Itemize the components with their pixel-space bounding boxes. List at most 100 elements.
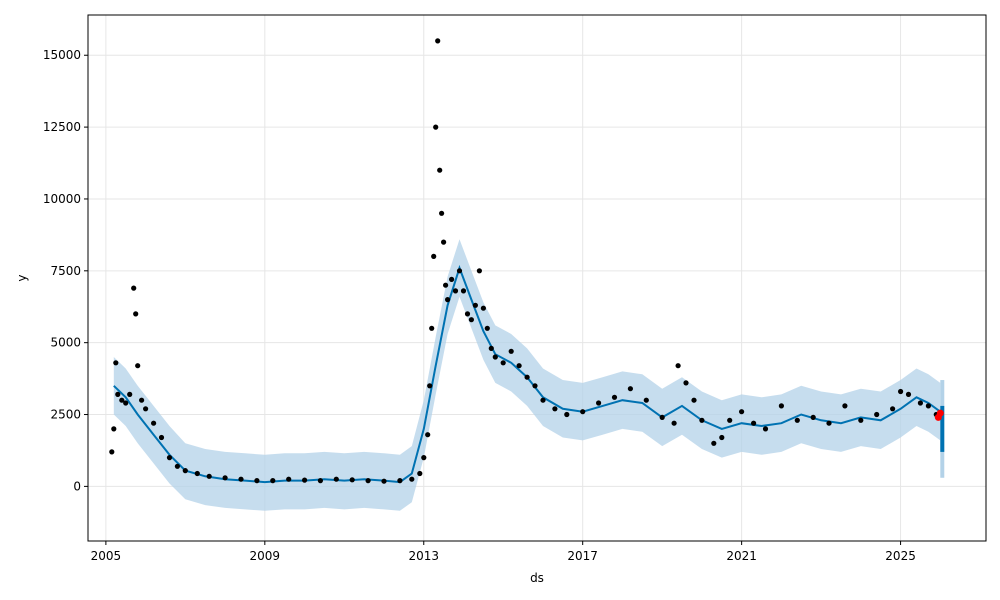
observed-point — [532, 383, 538, 389]
observed-point — [456, 268, 463, 274]
observed-point — [492, 354, 498, 360]
plot-frame — [87, 14, 987, 542]
observed-point — [151, 420, 157, 426]
observed-point — [699, 417, 705, 423]
observed-point — [115, 391, 121, 397]
observed-point — [484, 325, 490, 331]
observed-point — [443, 282, 449, 288]
x-axis-label: ds — [530, 571, 544, 585]
observed-point — [349, 477, 355, 483]
observed-point — [500, 360, 506, 366]
observed-point — [449, 276, 455, 282]
observed-point — [464, 311, 471, 317]
observed-point — [580, 409, 586, 415]
observed-point — [439, 210, 445, 216]
observed-point — [113, 360, 119, 366]
observed-point — [206, 473, 212, 479]
observed-point — [433, 124, 439, 130]
observed-point — [516, 363, 522, 369]
observed-point — [158, 434, 165, 441]
observed-point — [564, 411, 570, 418]
observed-point — [254, 478, 260, 484]
forecast-extension-bar — [940, 405, 945, 452]
observed-point — [135, 363, 141, 369]
observed-point — [675, 363, 681, 369]
observed-point — [427, 383, 433, 389]
observed-point — [524, 374, 530, 380]
y-tick-label: 10000 — [43, 192, 81, 206]
observed-point — [611, 394, 618, 400]
x-tick-label: 2013 — [408, 549, 439, 563]
observed-point — [727, 417, 733, 423]
y-tick-label: 7500 — [50, 264, 81, 278]
observed-point — [858, 417, 864, 423]
forecast-line — [113, 264, 941, 484]
observed-point — [127, 391, 133, 397]
observed-point — [435, 38, 441, 44]
observed-point — [302, 477, 308, 483]
observed-point — [643, 397, 649, 403]
observed-point — [111, 426, 117, 432]
observed-point — [488, 345, 494, 351]
observed-point — [109, 449, 115, 455]
observed-point — [552, 406, 558, 412]
x-tick-label: 2009 — [250, 549, 281, 563]
observed-point — [917, 400, 924, 406]
observed-point — [476, 268, 482, 274]
observed-point — [762, 426, 769, 432]
observed-point — [431, 253, 437, 259]
observed-point — [468, 317, 474, 323]
observed-point — [222, 475, 228, 481]
observed-point — [421, 455, 427, 461]
observed-point — [333, 476, 339, 482]
forecast-yhat-line — [113, 264, 941, 484]
observed-point — [441, 239, 447, 245]
observed-point — [540, 397, 546, 403]
y-tick-label: 0 — [73, 479, 81, 493]
observed-points — [109, 38, 939, 484]
observed-point — [143, 406, 149, 412]
observed-point — [397, 478, 403, 484]
observed-point — [826, 420, 832, 426]
observed-point — [683, 380, 689, 386]
observed-point — [174, 463, 180, 469]
y-axis-label: y — [15, 274, 29, 281]
observed-point — [182, 468, 188, 474]
observed-point — [460, 288, 467, 294]
observed-point — [925, 403, 932, 409]
highlight-point — [936, 409, 944, 417]
observed-point — [480, 305, 486, 311]
observed-point — [194, 470, 200, 477]
observed-point — [381, 478, 387, 484]
observed-point — [425, 432, 431, 438]
observed-point — [890, 406, 896, 412]
y-tick-label: 5000 — [50, 336, 81, 350]
y-tick-label: 12500 — [43, 120, 81, 134]
observed-point — [691, 397, 697, 403]
axis-ticks: 2005 2009 2013 2017 2021 2025 0 2500 5000 7500 100… — [43, 48, 916, 563]
observed-point — [452, 288, 459, 294]
x-tick-label: 2025 — [885, 549, 916, 563]
highlight-points — [934, 409, 944, 421]
observed-point — [508, 348, 514, 354]
observed-point — [905, 391, 912, 397]
y-tick-label: 2500 — [50, 408, 81, 422]
x-tick-label: 2021 — [726, 549, 757, 563]
observed-point — [437, 167, 443, 173]
observed-point — [131, 285, 137, 291]
observed-point — [810, 414, 816, 420]
observed-point — [659, 414, 665, 420]
y-tick-label: 15000 — [43, 48, 81, 62]
observed-point — [365, 478, 371, 484]
observed-point — [139, 397, 145, 403]
observed-point — [794, 417, 800, 423]
observed-point — [123, 400, 129, 406]
observed-point — [445, 297, 451, 303]
observed-point — [133, 311, 139, 317]
observed-point — [317, 478, 323, 484]
observed-point — [751, 420, 757, 426]
observed-point — [671, 420, 677, 426]
observed-point — [238, 476, 244, 482]
observed-point — [874, 411, 880, 418]
